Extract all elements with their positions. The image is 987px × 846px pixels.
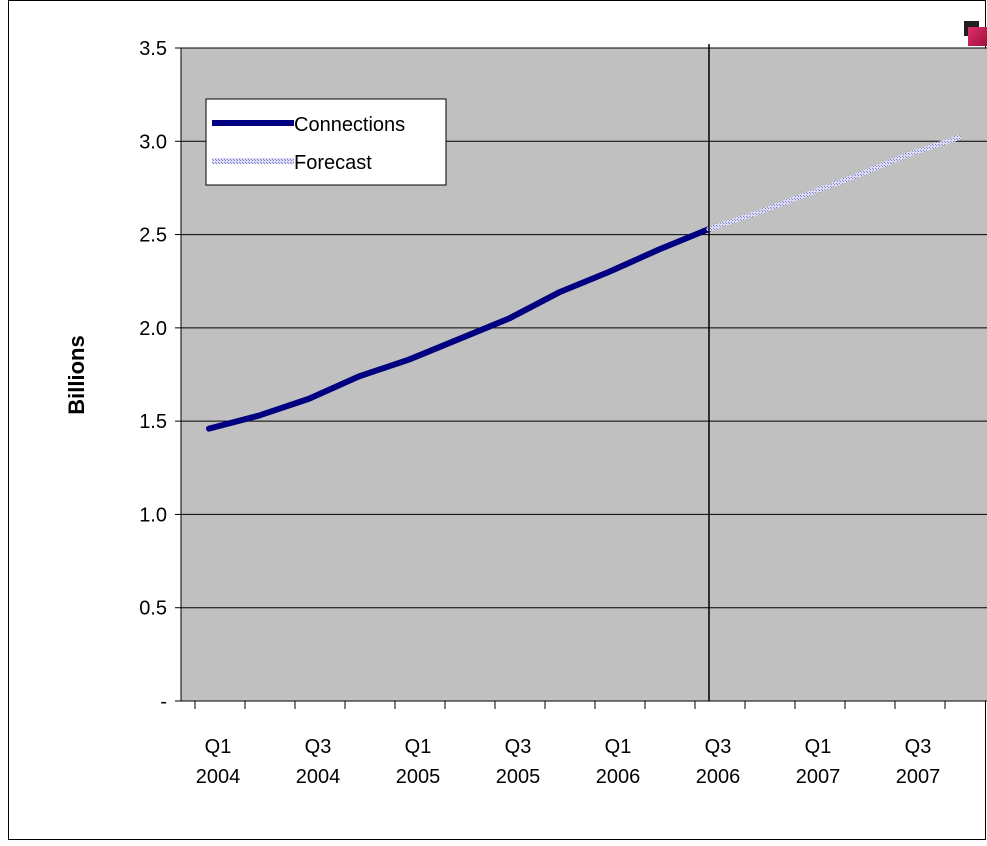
- legend-swatch-forecast: [212, 158, 294, 164]
- series-layer: [206, 135, 962, 432]
- y-tick-label: 0.5: [139, 598, 167, 620]
- y-tick-label: 1.5: [139, 411, 167, 433]
- x-tick-label: Q1 2007: [796, 736, 841, 788]
- legend: Connections Forecast: [205, 98, 447, 186]
- legend-label-forecast: Forecast: [294, 152, 372, 174]
- y-tick-label: 3.0: [139, 131, 167, 153]
- legend-label-connections: Connections: [294, 114, 405, 136]
- x-tick-label: Q1 2006: [596, 736, 641, 788]
- y-tick-label: 3.5: [139, 38, 167, 60]
- series-line-connections: [206, 225, 712, 432]
- x-axis-ticks: Q1 2004 Q3 2004 Q1 2005 Q3 2005 Q1 2006 Q3 2006 Q1 20…: [194, 701, 946, 788]
- x-tick-label: Q1 2004: [196, 736, 241, 788]
- y-tick-label: 2.0: [139, 318, 167, 340]
- y-axis-ticks: - 0.5 1.0 1.5 2.0 2.5 3.0 3.5: [139, 38, 181, 713]
- x-tick-label: Q3 2007: [896, 736, 941, 788]
- y-axis-title: Billions: [64, 335, 89, 414]
- x-tick-label: Q3 2006: [696, 736, 741, 788]
- legend-box: [205, 98, 447, 186]
- chart-frame: -0.5 1.0 1.5 2.0 2.5 3.0 3.5 Q1 2004 Q3 2004 Q1 200…: [8, 0, 987, 840]
- x-tick-label: Q3 2005: [496, 736, 541, 788]
- logo-badge-icon: [964, 21, 987, 46]
- y-tick-label: 2.5: [139, 225, 167, 247]
- series-line-forecast: [706, 135, 962, 232]
- x-tick-label: Q3 2004: [296, 736, 341, 788]
- gridlines: [181, 47, 987, 609]
- y-tick-label: -: [160, 691, 167, 713]
- y-tick-label: 1.0: [139, 504, 167, 526]
- x-tick-label: Q1 2005: [396, 736, 441, 788]
